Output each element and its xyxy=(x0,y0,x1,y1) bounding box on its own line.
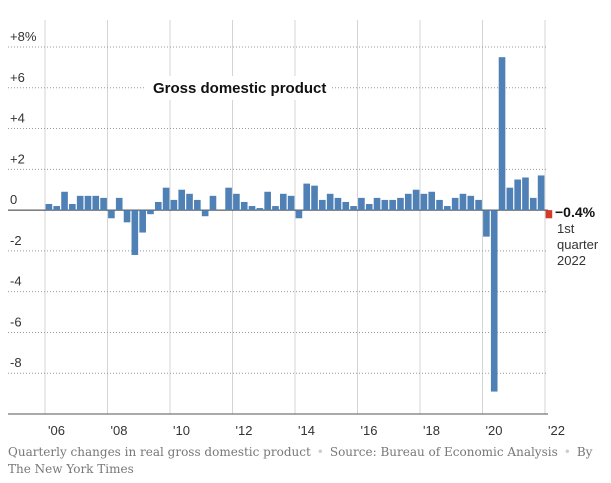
bar xyxy=(428,191,436,211)
annotation: −0.4% 1st quarter 2022 xyxy=(555,204,611,269)
bar xyxy=(147,210,154,215)
caption: Quarterly changes in real gross domestic… xyxy=(8,445,311,459)
bar xyxy=(108,210,115,219)
bar xyxy=(397,197,404,211)
bar xyxy=(272,206,279,211)
bar xyxy=(154,201,162,211)
y-tick-label: 0 xyxy=(10,192,17,207)
x-tick-label: '16 xyxy=(361,423,378,438)
bar xyxy=(506,187,514,211)
bar xyxy=(342,201,350,211)
bar xyxy=(295,210,303,219)
bar xyxy=(467,195,475,211)
bar xyxy=(459,193,467,211)
bar xyxy=(69,203,76,211)
bar xyxy=(225,187,232,211)
y-tick-label: -8 xyxy=(10,355,22,370)
x-tick-label: '20 xyxy=(486,423,503,438)
bar xyxy=(233,193,240,211)
y-tick-label: -6 xyxy=(10,314,22,329)
bar xyxy=(100,197,107,211)
bar xyxy=(53,206,61,211)
x-tick-label: '14 xyxy=(298,423,315,438)
bar xyxy=(529,197,537,211)
bar xyxy=(209,195,217,211)
x-tick-label: '22 xyxy=(548,423,565,438)
bar xyxy=(475,199,482,211)
bar xyxy=(444,206,451,211)
bar xyxy=(139,210,146,233)
bar xyxy=(483,210,490,237)
bar xyxy=(490,210,498,392)
separator: • xyxy=(563,445,571,459)
title-background xyxy=(146,76,330,100)
bar xyxy=(264,191,271,211)
bar xyxy=(373,197,381,211)
y-tick-label: +6 xyxy=(10,70,25,85)
bar xyxy=(389,199,396,211)
y-tick-label: +2 xyxy=(10,151,25,166)
bar xyxy=(514,179,521,211)
x-tick-label: '08 xyxy=(111,423,128,438)
footer: Quarterly changes in real gross domestic… xyxy=(8,444,608,478)
bar xyxy=(420,193,428,211)
y-tick-label: +4 xyxy=(10,111,25,126)
bar xyxy=(381,199,389,211)
bar xyxy=(334,197,342,211)
bar xyxy=(545,210,553,219)
credit: By The New York Times xyxy=(8,445,593,476)
x-tick-label: '10 xyxy=(173,423,190,438)
bar xyxy=(162,187,170,211)
bar xyxy=(194,199,201,211)
x-tick-label: '18 xyxy=(423,423,440,438)
bar xyxy=(365,203,373,211)
bar xyxy=(436,199,443,211)
bar xyxy=(170,199,178,211)
bar xyxy=(131,210,139,255)
y-tick-label: +8% xyxy=(10,29,37,44)
bar xyxy=(178,189,186,211)
bar xyxy=(201,210,209,217)
x-tick-label: '12 xyxy=(236,423,253,438)
bar xyxy=(61,191,68,211)
bar xyxy=(92,195,100,211)
bar xyxy=(240,201,248,211)
annotation-value: −0.4% xyxy=(555,204,596,220)
bar xyxy=(319,199,326,211)
bar xyxy=(279,193,287,211)
annotation-note: 1st quarter 2022 xyxy=(557,221,599,268)
bar xyxy=(123,210,131,223)
bar xyxy=(84,195,92,211)
bar xyxy=(256,208,264,211)
bar xyxy=(498,57,506,211)
y-tick-label: -2 xyxy=(10,233,22,248)
bar xyxy=(326,193,334,211)
source: Source: Bureau of Economic Analysis xyxy=(329,445,558,459)
bar xyxy=(350,206,357,211)
bar xyxy=(404,193,412,211)
bar xyxy=(311,185,318,211)
x-tick-label: '06 xyxy=(48,423,65,438)
bar xyxy=(358,197,365,211)
bar xyxy=(451,197,459,211)
bar xyxy=(303,183,311,211)
bar xyxy=(248,206,256,211)
bar xyxy=(76,195,84,211)
y-tick-label: -4 xyxy=(10,274,22,289)
bar xyxy=(412,189,420,211)
chart-title: Gross domestic product xyxy=(153,80,326,97)
bar xyxy=(45,203,53,211)
bar xyxy=(287,195,295,211)
bar xyxy=(115,197,123,211)
bar xyxy=(522,177,529,211)
bar xyxy=(186,193,193,211)
bar xyxy=(537,175,545,211)
separator: • xyxy=(316,445,324,459)
chart: '06 '08 '10 '12 '14 '16 '18 '20 '22 +8% +6 +4 +2 0 -2 -… xyxy=(8,20,565,438)
